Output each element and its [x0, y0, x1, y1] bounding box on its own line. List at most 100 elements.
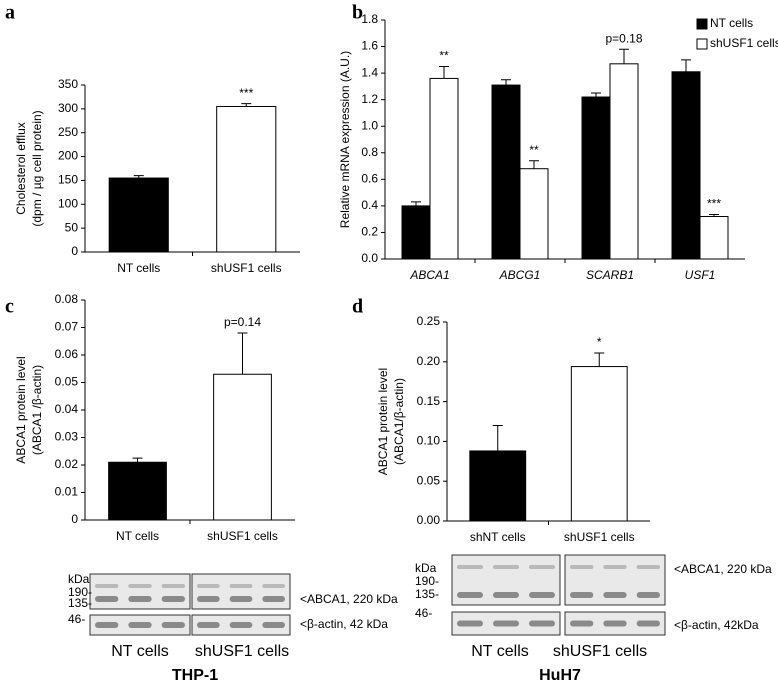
marker-label: 46- [415, 606, 432, 620]
x-tick-label: shNT cells [470, 530, 526, 544]
bar [519, 168, 549, 260]
blot-band [229, 584, 253, 588]
y-tick-label: 0.06 [55, 347, 79, 361]
y-axis-label: Relative mRNA expression (A.U.) [338, 51, 352, 228]
x-tick-label: shUSF1 cells [211, 261, 282, 275]
panel-label: a [5, 2, 15, 24]
annotation: * [597, 335, 602, 349]
y-tick-label: 0.02 [55, 457, 79, 471]
band-label: <β-actin, 42 kDa [300, 617, 388, 631]
x-tick-label: SCARB1 [586, 268, 634, 282]
marker-label: kDa [68, 572, 90, 586]
bar [609, 63, 639, 260]
blot-band [95, 622, 119, 628]
error-bar [132, 457, 143, 463]
blot-band [197, 584, 220, 588]
legend-label: NT cells [710, 16, 753, 30]
y-tick-label: 0.05 [55, 375, 79, 389]
legend-swatch [696, 18, 708, 30]
band-label: <β-actin, 42kDa [674, 618, 759, 632]
annotation: *** [239, 86, 253, 100]
blot-band [493, 592, 519, 598]
blot-panel [89, 573, 191, 610]
blot-band [529, 620, 555, 627]
blot-band [493, 620, 519, 627]
marker-label: 190- [415, 574, 439, 588]
marker-label: 135- [415, 587, 439, 601]
bar [469, 450, 527, 522]
y-axis-label: ABCA1 protein level [14, 356, 28, 463]
legend-label: shUSF1 cells [710, 36, 778, 50]
group-label: shUSF1 cells [195, 643, 289, 660]
error-bar [529, 160, 539, 169]
blot-panel [191, 573, 291, 610]
y-tick-label: 0.4 [361, 198, 378, 212]
y-tick-label: 0 [71, 244, 78, 258]
y-tick-label: 0.2 [361, 225, 378, 239]
blot-band [128, 596, 152, 602]
blot-band [457, 592, 483, 598]
error-bar [411, 201, 421, 206]
y-tick-label: 250 [58, 125, 78, 139]
group-label: NT cells [471, 643, 529, 660]
error-bar [709, 214, 719, 217]
blot-band [262, 622, 285, 628]
y-tick-label: 0.10 [417, 434, 441, 448]
panel-label: d [352, 296, 363, 318]
panel-label: c [5, 296, 14, 318]
blot-band [603, 592, 627, 598]
marker-label: 190- [68, 585, 92, 599]
bar [401, 205, 431, 260]
blot-band [570, 620, 594, 627]
error-bar [439, 65, 449, 79]
y-tick-label: 0.6 [361, 172, 378, 186]
blot-band [128, 584, 152, 588]
annotation: ** [529, 143, 539, 157]
y-tick-label: 1.0 [361, 118, 378, 132]
blot-band [95, 584, 119, 588]
bar [699, 216, 729, 260]
band-label: <ABCA1, 220 kDa [674, 562, 772, 576]
bar [216, 105, 277, 253]
blot-band [636, 565, 660, 569]
blot-band [229, 622, 253, 628]
blot-band [457, 620, 483, 627]
error-bar [237, 332, 248, 375]
y-tick-label: 1.2 [361, 92, 378, 106]
blot-band [95, 596, 119, 602]
x-tick-label: USF1 [685, 268, 716, 282]
cell-line-label: THP-1 [172, 667, 218, 683]
blot-band [529, 592, 555, 598]
error-bar [594, 352, 605, 367]
group-label: shUSF1 cells [553, 643, 647, 660]
blot-band [229, 596, 253, 602]
group-label: NT cells [111, 643, 169, 660]
y-tick-label: 0.20 [417, 354, 441, 368]
y-tick-label: 350 [58, 77, 78, 91]
blot-band [570, 565, 594, 569]
y-tick-label: 1.4 [361, 65, 378, 79]
x-tick-label: ABCA1 [409, 268, 449, 282]
x-tick-label: shUSF1 cells [207, 529, 278, 543]
y-tick-label: 0.07 [55, 320, 79, 334]
blot-band [197, 596, 220, 602]
blot-band [161, 622, 185, 628]
x-tick-label: shUSF1 cells [564, 530, 635, 544]
marker-label: kDa [415, 561, 437, 575]
blot-band [457, 565, 483, 569]
x-tick-label: ABCG1 [499, 268, 541, 282]
bar [581, 96, 611, 260]
cell-line-label: HuH7 [539, 667, 581, 683]
blot-band [636, 620, 660, 627]
y-tick-label: 50 [65, 220, 79, 234]
y-tick-label: 0.25 [417, 314, 441, 328]
blot-band [161, 596, 185, 602]
blot-band [570, 592, 594, 598]
blot-band [493, 565, 519, 569]
y-tick-label: 0.08 [55, 292, 79, 306]
blot-band [197, 622, 220, 628]
y-tick-label: 0.05 [417, 473, 441, 487]
blot-band [262, 584, 285, 588]
y-tick-label: 0.01 [55, 485, 79, 499]
